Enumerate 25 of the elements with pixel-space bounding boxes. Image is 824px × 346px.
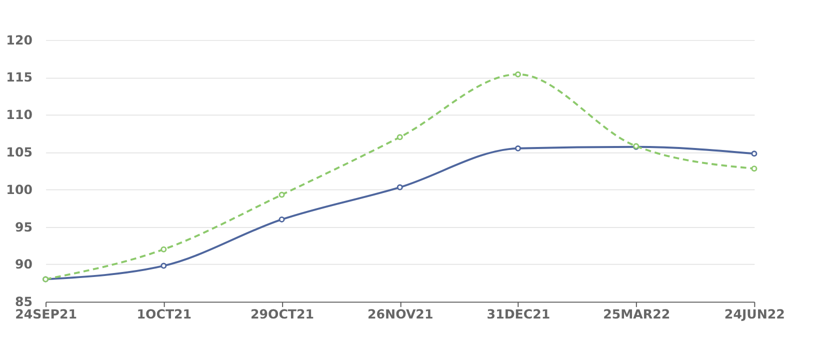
x-tick-label: 25MAR22 [603, 306, 670, 322]
y-tick-label: 95 [14, 219, 32, 234]
y-tick-label: 100 [6, 182, 33, 197]
y-tick-label: 115 [6, 70, 32, 85]
point [396, 134, 403, 140]
x-tick-label: 26NOV21 [368, 306, 434, 322]
point [278, 192, 285, 198]
point [160, 262, 167, 269]
point [751, 150, 758, 157]
point [160, 246, 167, 252]
y-tick-label: 105 [6, 144, 32, 160]
y-tick-label: 85 [14, 294, 32, 310]
x-tick-label: 24SEP21 [15, 306, 78, 322]
point [514, 145, 521, 152]
point [514, 71, 521, 78]
x-tick-label: 1OCT21 [136, 306, 192, 322]
x-tick-label: 24JUN22 [724, 306, 785, 322]
point [751, 166, 758, 172]
y-tick-label: 110 [6, 107, 33, 122]
point [396, 184, 403, 190]
x-tick-label: 31DEC21 [486, 306, 550, 322]
y-tick-label: 90 [14, 256, 33, 272]
x-tick-label: 29OCT21 [250, 306, 314, 322]
point [278, 216, 285, 222]
y-tick-label: 120 [6, 32, 33, 48]
